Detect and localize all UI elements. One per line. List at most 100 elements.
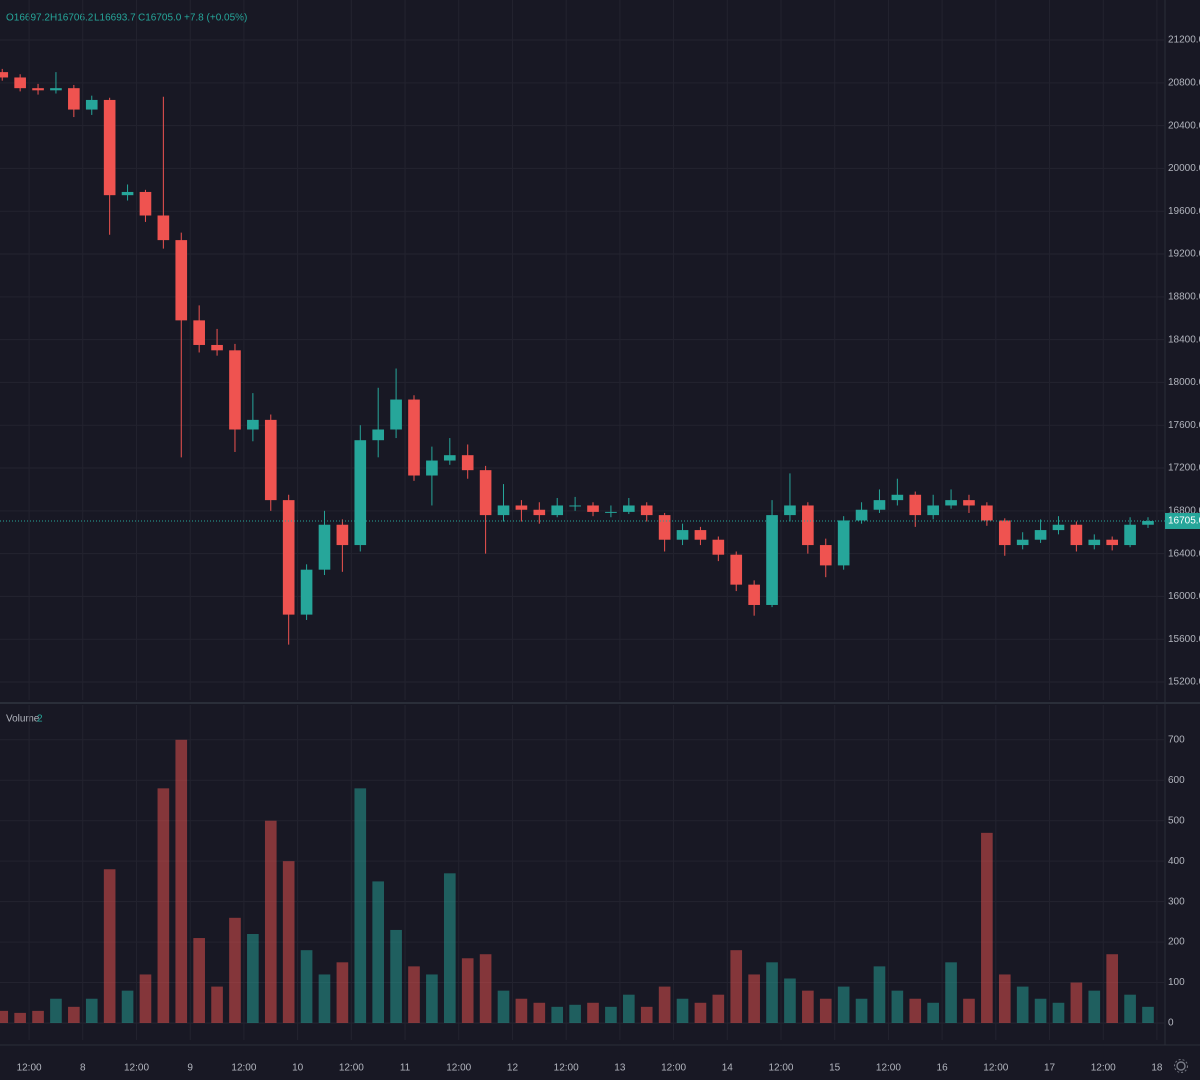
y-tick-label: 20400.0 [1168,120,1200,131]
x-tick-label: 12 [507,1063,519,1074]
volume-bar [748,974,760,1024]
volume-title: Volume [6,714,40,725]
volume-bar [569,1004,581,1024]
candle-body [1124,524,1136,546]
volume-bar [0,1010,9,1024]
volume-bar [909,998,922,1024]
ohlc-legend: O16697.2 H16706.2 L16693.7 C16705.0 +7.8… [6,13,247,24]
x-tick-label: 10 [292,1063,304,1074]
x-tick-label: 18 [1151,1063,1163,1074]
candle-body [551,505,564,516]
candle-body [927,505,939,516]
candle-body [372,429,385,441]
volume-bar [229,917,241,1024]
y-tick-label: 17200.0 [1168,463,1200,474]
volume-bar [103,869,116,1024]
candle-body [68,88,80,110]
candle-body [945,500,957,506]
candle-body [247,419,259,430]
volume-bar [372,881,385,1024]
volume-bar [873,966,886,1024]
candle-body [533,509,546,516]
candle-body [390,399,402,430]
candle-body [640,505,653,516]
volume-bar [85,998,98,1024]
y-tick-label: 18800.0 [1168,291,1200,302]
y-tick-label: 20800.0 [1168,77,1200,88]
volume-bar [443,873,456,1024]
candle-body [802,505,814,546]
volume-bar [658,986,671,1024]
candle-body [229,350,241,430]
volume-bar [193,938,205,1024]
candle-body [605,511,617,513]
candle-body [909,494,922,516]
candle-body [103,99,116,196]
candle-body [0,72,9,78]
last-price-label: 16705.0 [1168,516,1200,527]
candle-body [891,494,904,501]
candle-body [1034,530,1047,540]
volume-bar [121,990,134,1024]
volume-bar [819,998,832,1024]
y-tick-label: 16800.0 [1168,505,1200,516]
grid [0,0,1165,1040]
candle-body [730,554,743,585]
candle-body [658,515,671,540]
candle-body [819,545,832,566]
x-tick-label: 17 [1044,1063,1056,1074]
x-tick-label: 8 [80,1063,86,1074]
settings-teeth[interactable] [1174,1059,1188,1073]
candle-body [784,505,796,516]
last-price-box [1165,512,1200,529]
settings-gear[interactable] [1176,1061,1186,1071]
candle-body [676,530,689,540]
candle-body [50,88,62,91]
volume-bar [175,739,188,1024]
volume-bar [981,832,993,1024]
settings-icon[interactable] [1174,1059,1188,1073]
x-tick-label: 12:00 [554,1063,579,1074]
volume-bar [766,962,778,1024]
y-tick-label: 100 [1168,977,1185,988]
candle-body [211,344,223,351]
x-tick-label: 12:00 [1091,1063,1116,1074]
candle-body [175,240,188,321]
y-tick-label: 17600.0 [1168,420,1200,431]
x-tick-label: 16 [937,1063,949,1074]
volume-bar [1034,998,1047,1024]
volume-bar [515,998,528,1024]
volume-bar [1052,1002,1065,1024]
x-tick-label: 12:00 [339,1063,364,1074]
volume-bar [497,990,510,1024]
marks [0,68,1165,1024]
candle-body [497,505,510,516]
candle-body [837,520,850,566]
candle-body [963,500,975,506]
y-tick-label: 20000.0 [1168,163,1200,174]
candle-body [569,505,581,507]
candle-body [587,505,599,512]
volume-bar [318,974,331,1024]
volume-bar [264,820,277,1024]
candle-body [1016,539,1029,546]
y-tick-label: 700 [1168,734,1185,745]
candle-body [282,500,295,615]
x-tick-label: 12:00 [17,1063,42,1074]
volume-bar [694,1002,707,1024]
volume-bar [1142,1006,1154,1024]
volume-bar [1106,954,1119,1024]
x-tick-label: 11 [400,1063,411,1074]
candle-body [264,419,277,501]
candle-body [998,520,1011,546]
candle-body [336,524,349,546]
y-tick-label: 18400.0 [1168,334,1200,345]
volume-bar [1070,982,1083,1024]
candle-body [873,500,886,510]
volume-bar [963,998,975,1024]
candle-body [694,530,707,540]
volume-bar [247,933,259,1024]
candle-body [479,470,492,516]
candle-body [855,509,868,521]
y-tick-label: 21200.0 [1168,35,1200,46]
